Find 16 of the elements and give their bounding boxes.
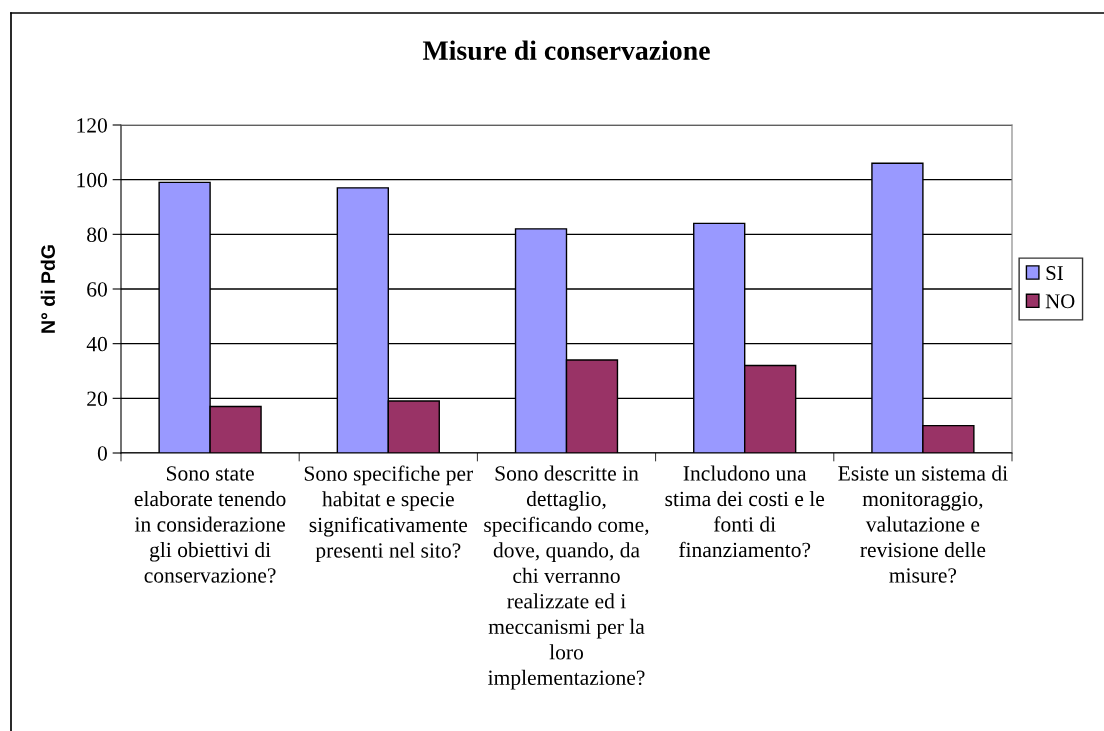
y-axis-title: N° di PdG bbox=[40, 245, 55, 333]
y-tick-label: 80 bbox=[87, 227, 107, 243]
category-label: Sono descritte in dettaglio, specificando come, dove, quando, da chi verranno realizzate ed i meccanismi per la loro implementazione? bbox=[484, 465, 649, 690]
legend-label: SI bbox=[1046, 266, 1063, 281]
x-tick-label: Esiste un sistema di monitoraggio, valutazione e revisione delle misure? bbox=[838, 465, 1008, 583]
x-tick-label: Includono una stima dei costi e le fonti di finanziamento? bbox=[665, 465, 825, 558]
x-tick-label: Sono specifiche per habitat e specie significativamente presenti nel sito? bbox=[304, 465, 473, 563]
y-tick-label: 40 bbox=[86, 336, 107, 352]
y-tick-label: 100 bbox=[77, 172, 107, 188]
y-tick-label: 120 bbox=[77, 118, 107, 133]
chart-title: Misure di conservazione bbox=[422, 40, 710, 61]
x-tick-label: Sono state elaborate tenendo in considerazione gli obiettivi di conservazione? bbox=[134, 466, 286, 583]
y-tick-label: 60 bbox=[87, 282, 107, 297]
legend-label: NO bbox=[1045, 294, 1075, 309]
y-tick-label: 20 bbox=[87, 391, 107, 407]
y-tick-label: 0 bbox=[97, 446, 107, 461]
